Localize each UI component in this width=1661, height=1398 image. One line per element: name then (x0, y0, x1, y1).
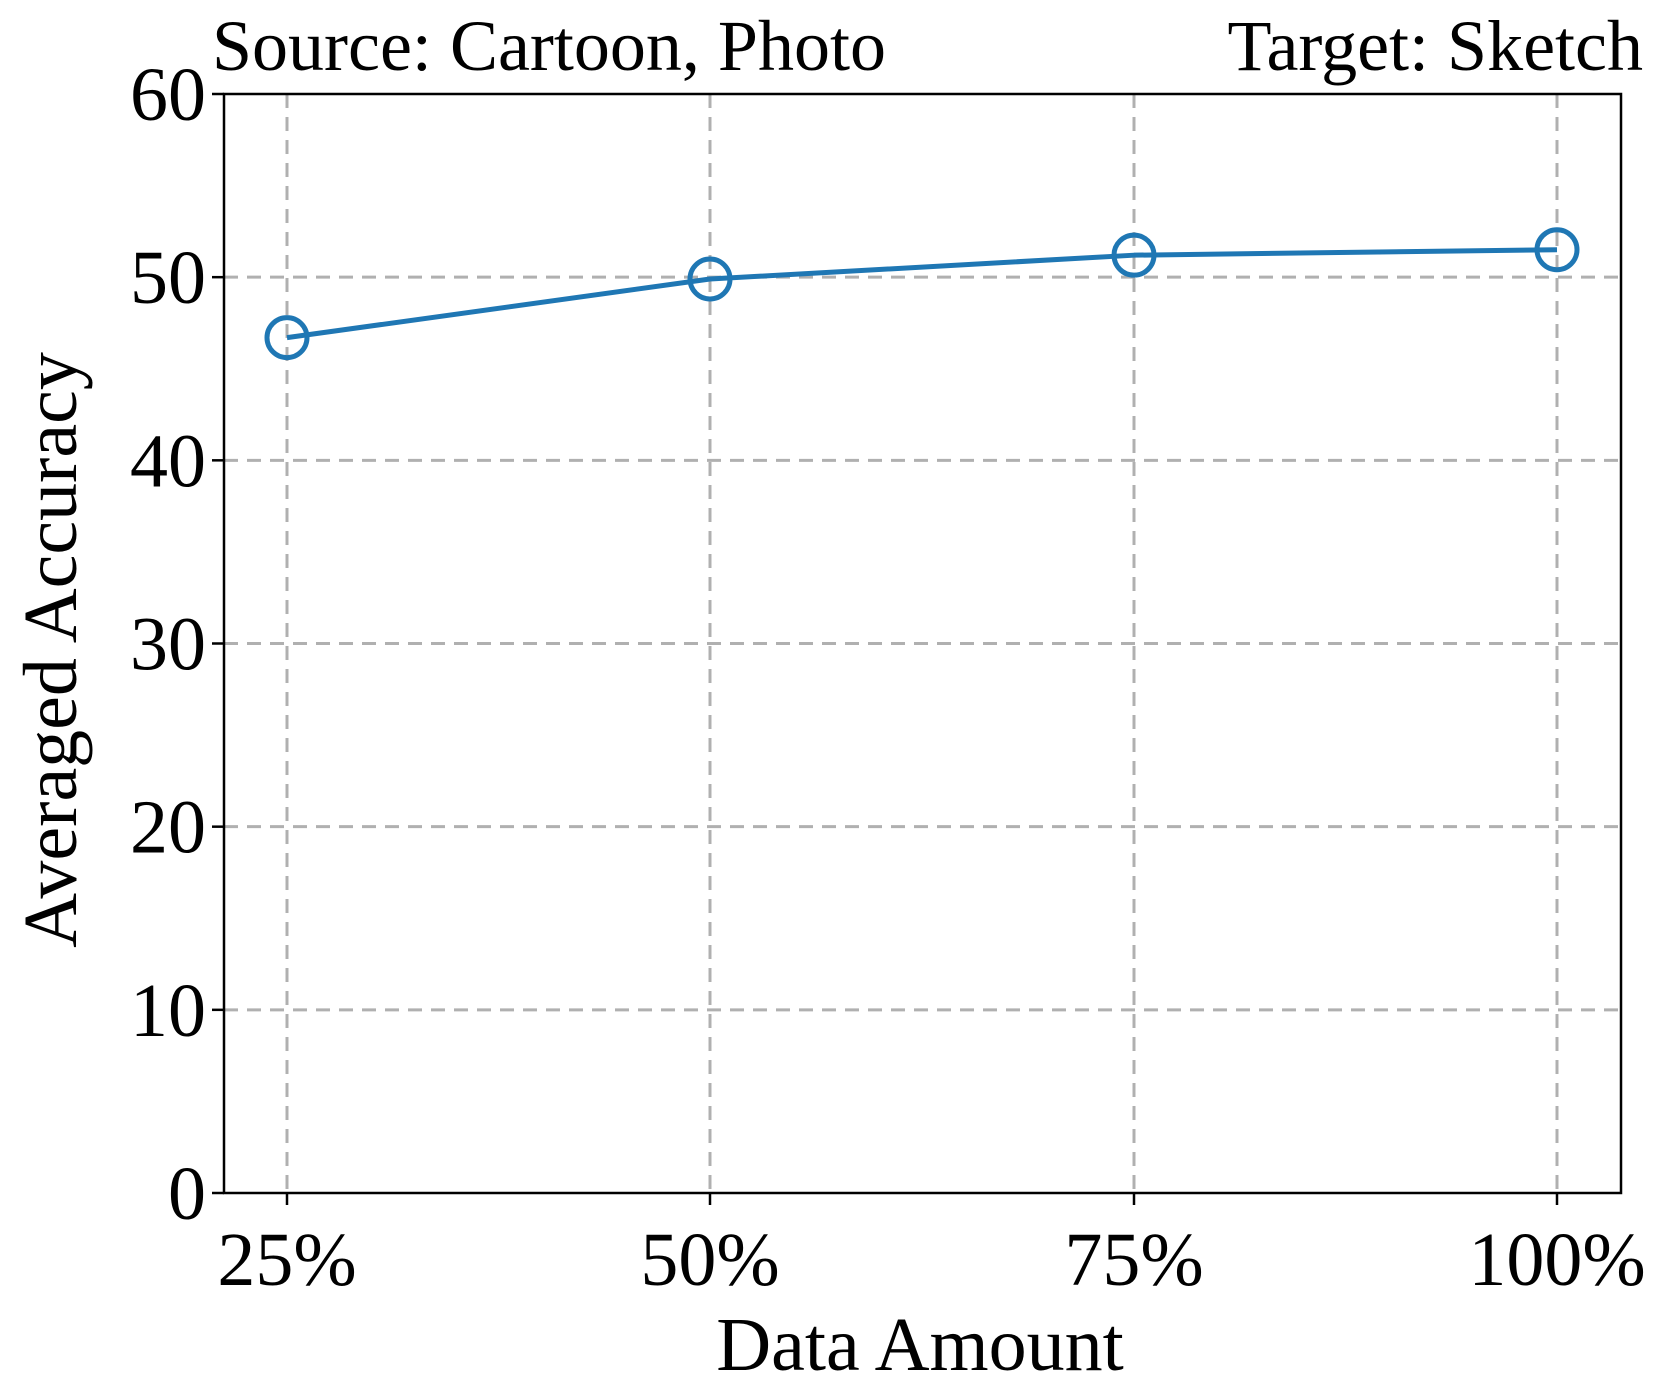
x-tick-label: 50% (640, 1218, 779, 1302)
x-tick-label: 75% (1064, 1218, 1203, 1302)
data-point-marker (264, 315, 310, 361)
chart-title-source: Source: Cartoon, Photo (212, 6, 886, 86)
y-tick-label: 20 (130, 786, 206, 870)
y-axis-label: Averaged Accuracy (9, 352, 93, 948)
grid-layer (224, 94, 1621, 1193)
data-point-marker (687, 256, 733, 302)
y-tick-label: 60 (130, 53, 206, 137)
y-tick-label: 30 (130, 603, 206, 687)
data-point-marker (1534, 227, 1580, 273)
x-tick-label: 100% (1468, 1218, 1645, 1302)
x-tick-label: 25% (217, 1218, 356, 1302)
series-layer (264, 227, 1580, 361)
y-tick-label: 50 (130, 236, 206, 320)
y-tick-label: 40 (130, 419, 206, 503)
tick-layer: 0 10 20 30 40 50 60 25% 50% 75% 100% (130, 53, 1646, 1302)
data-point-marker (1111, 232, 1157, 278)
chart-title-target: Target: Sketch (1227, 6, 1643, 86)
y-tick-label: 0 (168, 1152, 206, 1236)
y-tick-label: 10 (130, 969, 206, 1053)
x-axis-label: Data Amount (716, 1303, 1123, 1387)
series-line (286, 247, 1558, 341)
